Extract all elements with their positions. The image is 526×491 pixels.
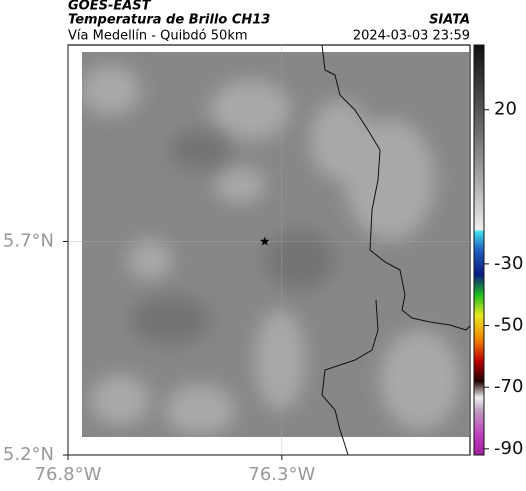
colorbar-tick-label: -30 <box>494 253 523 274</box>
subtitle: Temperatura de Brillo CH13 <box>68 13 270 28</box>
timestamp: 2024-03-03 23:59 <box>353 29 470 44</box>
colorbar-tick-label: -70 <box>494 376 523 397</box>
colorbar-tick-label: -50 <box>494 315 523 336</box>
satellite-image <box>82 52 469 437</box>
location-marker <box>260 236 270 246</box>
y-tick-label: 5.2°N <box>3 444 54 465</box>
colorbar-tick-label: 20 <box>494 99 517 120</box>
y-tick-label: 5.7°N <box>3 230 54 251</box>
borders <box>321 44 471 456</box>
colorbar-tick-label: -90 <box>494 438 523 459</box>
colorbar <box>473 44 485 456</box>
x-tick-label: 76.8°W <box>35 464 102 485</box>
x-tick-label: 76.3°W <box>248 464 315 485</box>
route: Vía Medellín - Quibdó 50km <box>68 29 248 44</box>
title: GOES-EAST <box>68 0 152 14</box>
source: SIATA <box>429 13 470 28</box>
